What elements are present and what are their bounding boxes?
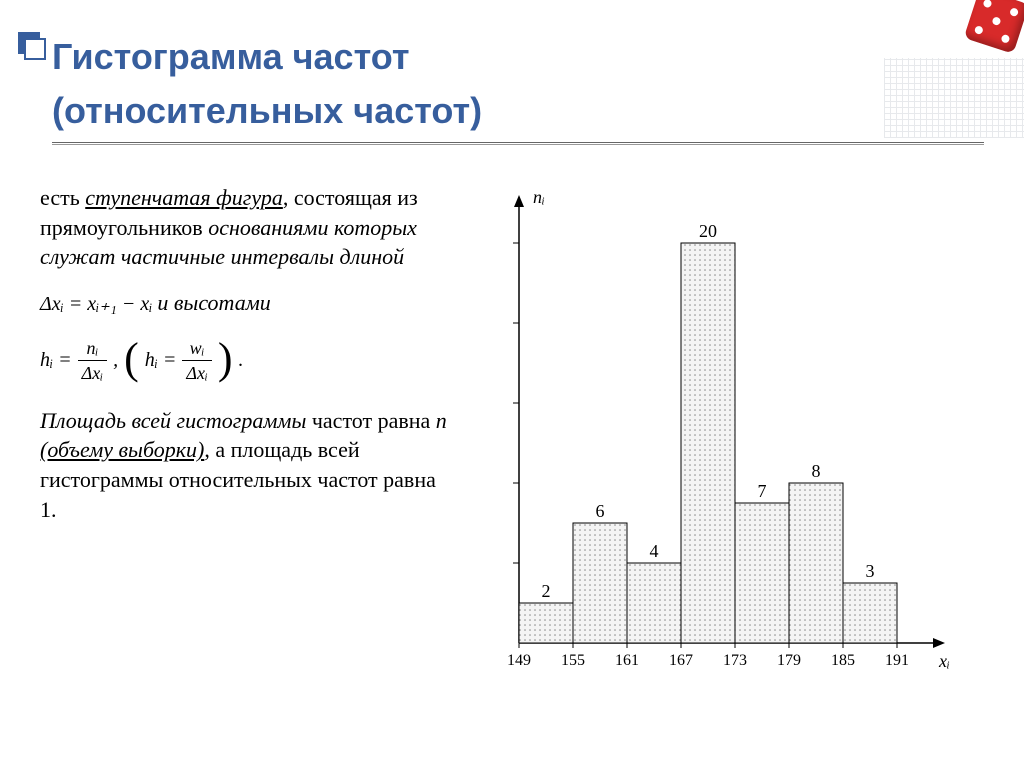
slide-title: Гистограмма частот (относительных частот… (52, 30, 984, 143)
title-line-1: Гистограмма частот (52, 30, 984, 84)
svg-text:4: 4 (649, 541, 658, 561)
svg-text:191: 191 (885, 652, 909, 669)
svg-text:20: 20 (699, 221, 717, 241)
h2-frac: wᵢ Δxᵢ (182, 336, 211, 386)
histogram-svg: 2 6 4 20 7 8 3 149 155 161 167 173 179 185 191 nᵢ xᵢ (473, 183, 993, 723)
t-lead: есть (40, 185, 85, 210)
h2-num: wᵢ (182, 336, 211, 361)
h-num: nᵢ (78, 336, 107, 361)
title-line-2: (относительных частот) (52, 84, 984, 138)
svg-text:161: 161 (615, 652, 639, 669)
corner-decor-grid (884, 58, 1024, 138)
h-lhs: hᵢ = (40, 347, 72, 374)
svg-text:167: 167 (669, 652, 693, 669)
p2-b: частот равна (306, 408, 435, 433)
p2-c: n (436, 408, 447, 433)
h2-lhs: hᵢ = (145, 347, 177, 374)
histogram-chart: 2 6 4 20 7 8 3 149 155 161 167 173 179 185 191 nᵢ xᵢ (473, 183, 984, 723)
svg-text:7: 7 (757, 481, 766, 501)
t-tail: и высотами (157, 290, 270, 315)
svg-text:nᵢ: nᵢ (533, 187, 545, 207)
p2-a: Площадь всей гистограммы (40, 408, 306, 433)
title-underline (52, 142, 984, 143)
body-text: есть ступенчатая фигура, состоящая из пр… (40, 183, 453, 723)
svg-text:179: 179 (777, 652, 801, 669)
svg-text:8: 8 (811, 461, 820, 481)
svg-text:185: 185 (831, 652, 855, 669)
svg-text:2: 2 (541, 581, 550, 601)
svg-text:xᵢ: xᵢ (938, 651, 950, 671)
delta-formula: Δxᵢ = xᵢ₊₁ − xᵢ (40, 293, 152, 315)
h-den: Δxᵢ (78, 361, 107, 385)
p2-d: (объему выборки) (40, 437, 204, 462)
svg-text:173: 173 (723, 652, 747, 669)
h-frac: nᵢ Δxᵢ (78, 336, 107, 386)
svg-text:155: 155 (561, 652, 585, 669)
h2-den: Δxᵢ (182, 361, 211, 385)
svg-text:149: 149 (507, 652, 531, 669)
t-emph: ступенчатая фигура (85, 185, 283, 210)
svg-text:3: 3 (865, 561, 874, 581)
svg-text:6: 6 (595, 501, 604, 521)
title-bullet (24, 38, 46, 60)
